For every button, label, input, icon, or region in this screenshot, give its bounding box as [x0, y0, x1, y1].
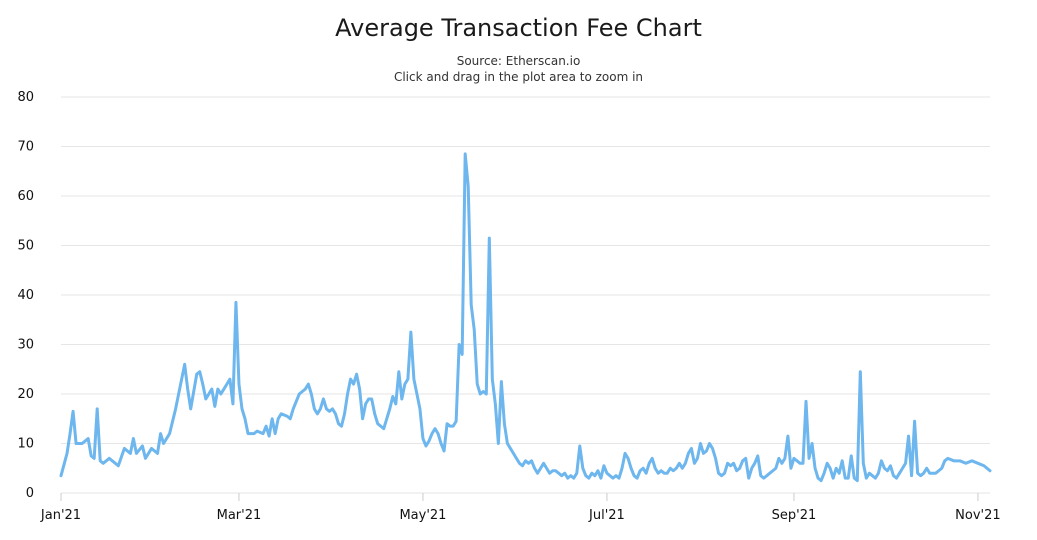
- y-tick-label: 50: [17, 239, 34, 254]
- x-axis: Jan'21 Mar'21 May'21 Jul'21 Sep'21 Nov'21: [40, 493, 1001, 523]
- y-tick-label: 80: [17, 90, 34, 105]
- y-tick-label: 30: [17, 338, 34, 353]
- x-tick-label: Jan'21: [40, 508, 81, 523]
- series-line-0[interactable]: [59, 152, 992, 483]
- y-tick-label: 60: [17, 189, 34, 204]
- x-tick-label: Nov'21: [955, 508, 1001, 523]
- x-tick-label: Mar'21: [217, 508, 262, 523]
- series-group: [59, 152, 992, 483]
- y-tick-label: 10: [17, 437, 34, 452]
- chart-zoom-hint: Click and drag in the plot area to zoom …: [393, 70, 644, 84]
- y-tick-label: 20: [17, 387, 34, 402]
- chart-title: Average Transaction Fee Chart: [335, 14, 702, 42]
- y-axis: 0 10 20 30 40 50 60 70 80: [17, 90, 34, 501]
- grid-lines: [61, 96, 990, 494]
- x-tick-label: Sep'21: [772, 508, 817, 523]
- x-tick-label: Jul'21: [588, 508, 625, 523]
- y-tick-label: 0: [26, 486, 34, 501]
- y-tick-label: 40: [17, 288, 34, 303]
- y-tick-label: 70: [17, 140, 34, 155]
- x-tick-label: May'21: [399, 508, 446, 523]
- chart-source: Source: Etherscan.io: [456, 54, 581, 68]
